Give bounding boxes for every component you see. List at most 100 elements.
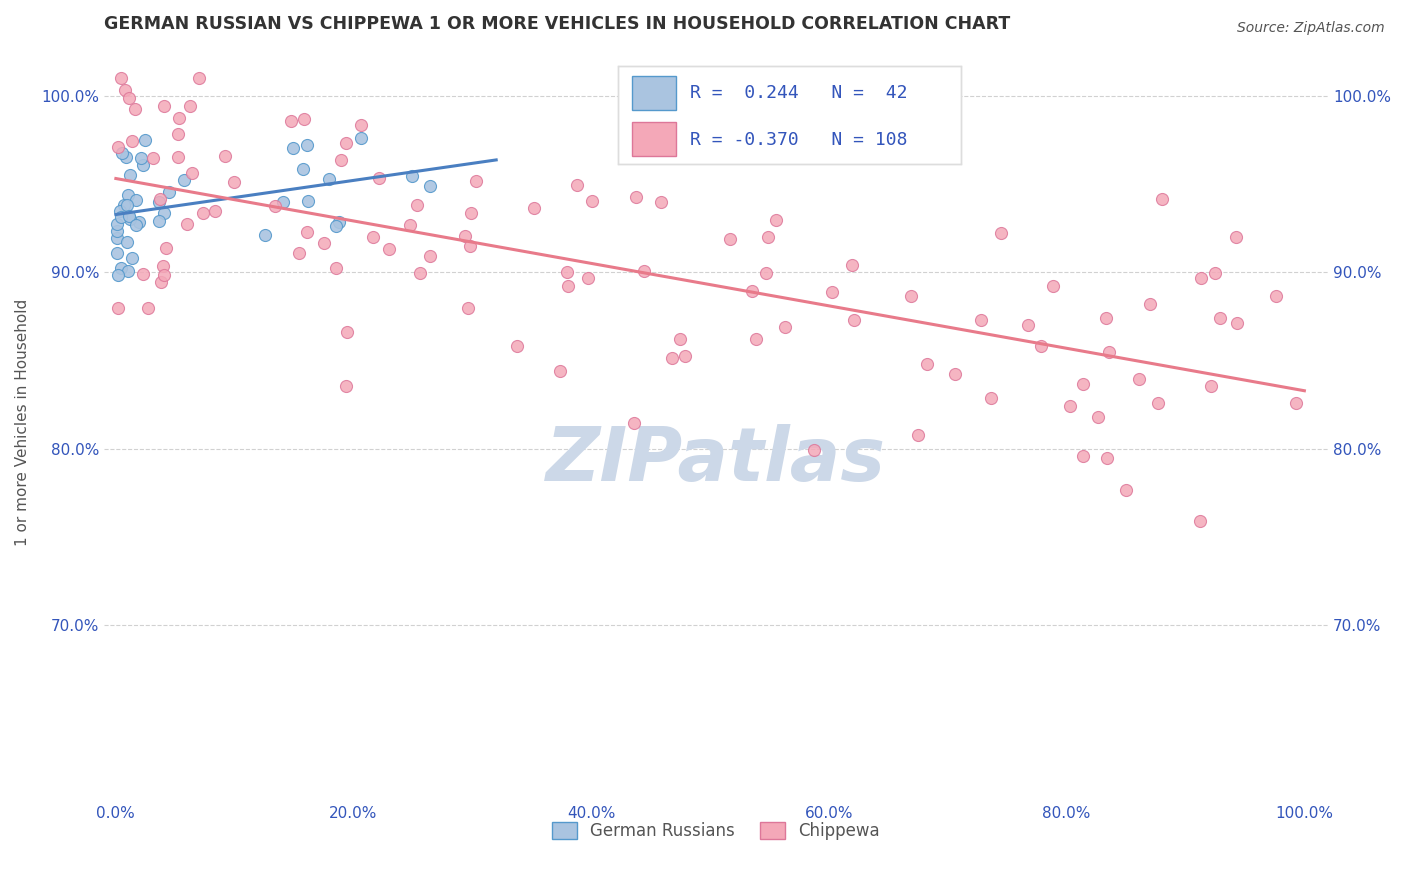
- Point: [115, 198, 138, 212]
- Point: [222, 175, 245, 189]
- Point: [105, 231, 128, 245]
- Point: [350, 118, 373, 132]
- Point: [297, 194, 319, 209]
- Point: [295, 225, 318, 239]
- Point: [465, 174, 488, 188]
- Point: [419, 179, 441, 194]
- Point: [325, 261, 347, 276]
- Point: [134, 133, 156, 147]
- Point: [633, 264, 655, 278]
- Point: [280, 113, 302, 128]
- Point: [204, 204, 226, 219]
- Point: [118, 211, 141, 226]
- Point: [271, 194, 294, 209]
- Point: [107, 268, 129, 282]
- Point: [821, 285, 844, 300]
- Text: GERMAN RUSSIAN VS CHIPPEWA 1 OR MORE VEHICLES IN HOUSEHOLD CORRELATION CHART: GERMAN RUSSIAN VS CHIPPEWA 1 OR MORE VEH…: [104, 15, 1011, 33]
- Point: [581, 194, 603, 208]
- Point: [330, 153, 353, 167]
- Point: [567, 178, 589, 193]
- Text: Source: ZipAtlas.com: Source: ZipAtlas.com: [1237, 21, 1385, 35]
- Point: [557, 279, 579, 293]
- Point: [117, 188, 139, 202]
- Point: [1225, 230, 1247, 244]
- Point: [152, 98, 174, 112]
- Point: [1226, 316, 1249, 330]
- Point: [295, 137, 318, 152]
- Point: [118, 91, 141, 105]
- Point: [1128, 372, 1150, 386]
- Point: [115, 235, 138, 249]
- Point: [129, 151, 152, 165]
- Point: [745, 332, 768, 346]
- Point: [176, 217, 198, 231]
- Point: [1095, 451, 1118, 466]
- Point: [756, 230, 779, 244]
- Point: [312, 236, 335, 251]
- Point: [1285, 396, 1308, 410]
- Point: [1059, 400, 1081, 414]
- Point: [124, 103, 146, 117]
- Point: [112, 198, 135, 212]
- Point: [980, 391, 1002, 405]
- Point: [263, 199, 285, 213]
- Point: [148, 195, 170, 210]
- Point: [650, 195, 672, 210]
- Point: [167, 111, 190, 125]
- Point: [128, 215, 150, 229]
- Point: [943, 368, 966, 382]
- Point: [841, 258, 863, 272]
- Point: [623, 417, 645, 431]
- Point: [149, 275, 172, 289]
- Point: [105, 218, 128, 232]
- Point: [328, 214, 350, 228]
- Point: [121, 134, 143, 148]
- Point: [398, 218, 420, 232]
- Point: [458, 239, 481, 253]
- Point: [214, 148, 236, 162]
- Point: [188, 71, 211, 86]
- Legend: German Russians, Chippewa: German Russians, Chippewa: [546, 815, 887, 847]
- Point: [110, 71, 132, 86]
- Point: [121, 252, 143, 266]
- Point: [669, 332, 692, 346]
- Point: [105, 245, 128, 260]
- Text: ZIPatlas: ZIPatlas: [546, 424, 886, 497]
- Point: [1098, 344, 1121, 359]
- Point: [110, 261, 132, 276]
- Point: [406, 198, 429, 212]
- Point: [765, 213, 787, 227]
- Point: [111, 146, 134, 161]
- Point: [741, 284, 763, 298]
- Point: [118, 210, 141, 224]
- Point: [132, 267, 155, 281]
- Point: [1115, 483, 1137, 498]
- Point: [152, 268, 174, 282]
- Point: [1199, 378, 1222, 392]
- Point: [292, 162, 315, 177]
- Point: [453, 228, 475, 243]
- Point: [1264, 289, 1286, 303]
- Point: [900, 289, 922, 303]
- Point: [907, 428, 929, 442]
- Point: [167, 150, 190, 164]
- Point: [288, 246, 311, 260]
- Point: [110, 210, 132, 224]
- Point: [152, 206, 174, 220]
- Point: [1042, 279, 1064, 293]
- Point: [401, 169, 423, 183]
- Point: [157, 186, 180, 200]
- Point: [1139, 296, 1161, 310]
- Point: [350, 131, 373, 145]
- Point: [675, 349, 697, 363]
- Point: [179, 99, 201, 113]
- Point: [191, 205, 214, 219]
- Point: [1071, 377, 1094, 392]
- Point: [108, 204, 131, 219]
- Point: [336, 325, 359, 339]
- Point: [173, 173, 195, 187]
- Point: [1029, 339, 1052, 353]
- Point: [136, 301, 159, 316]
- Point: [378, 242, 401, 256]
- Point: [460, 206, 482, 220]
